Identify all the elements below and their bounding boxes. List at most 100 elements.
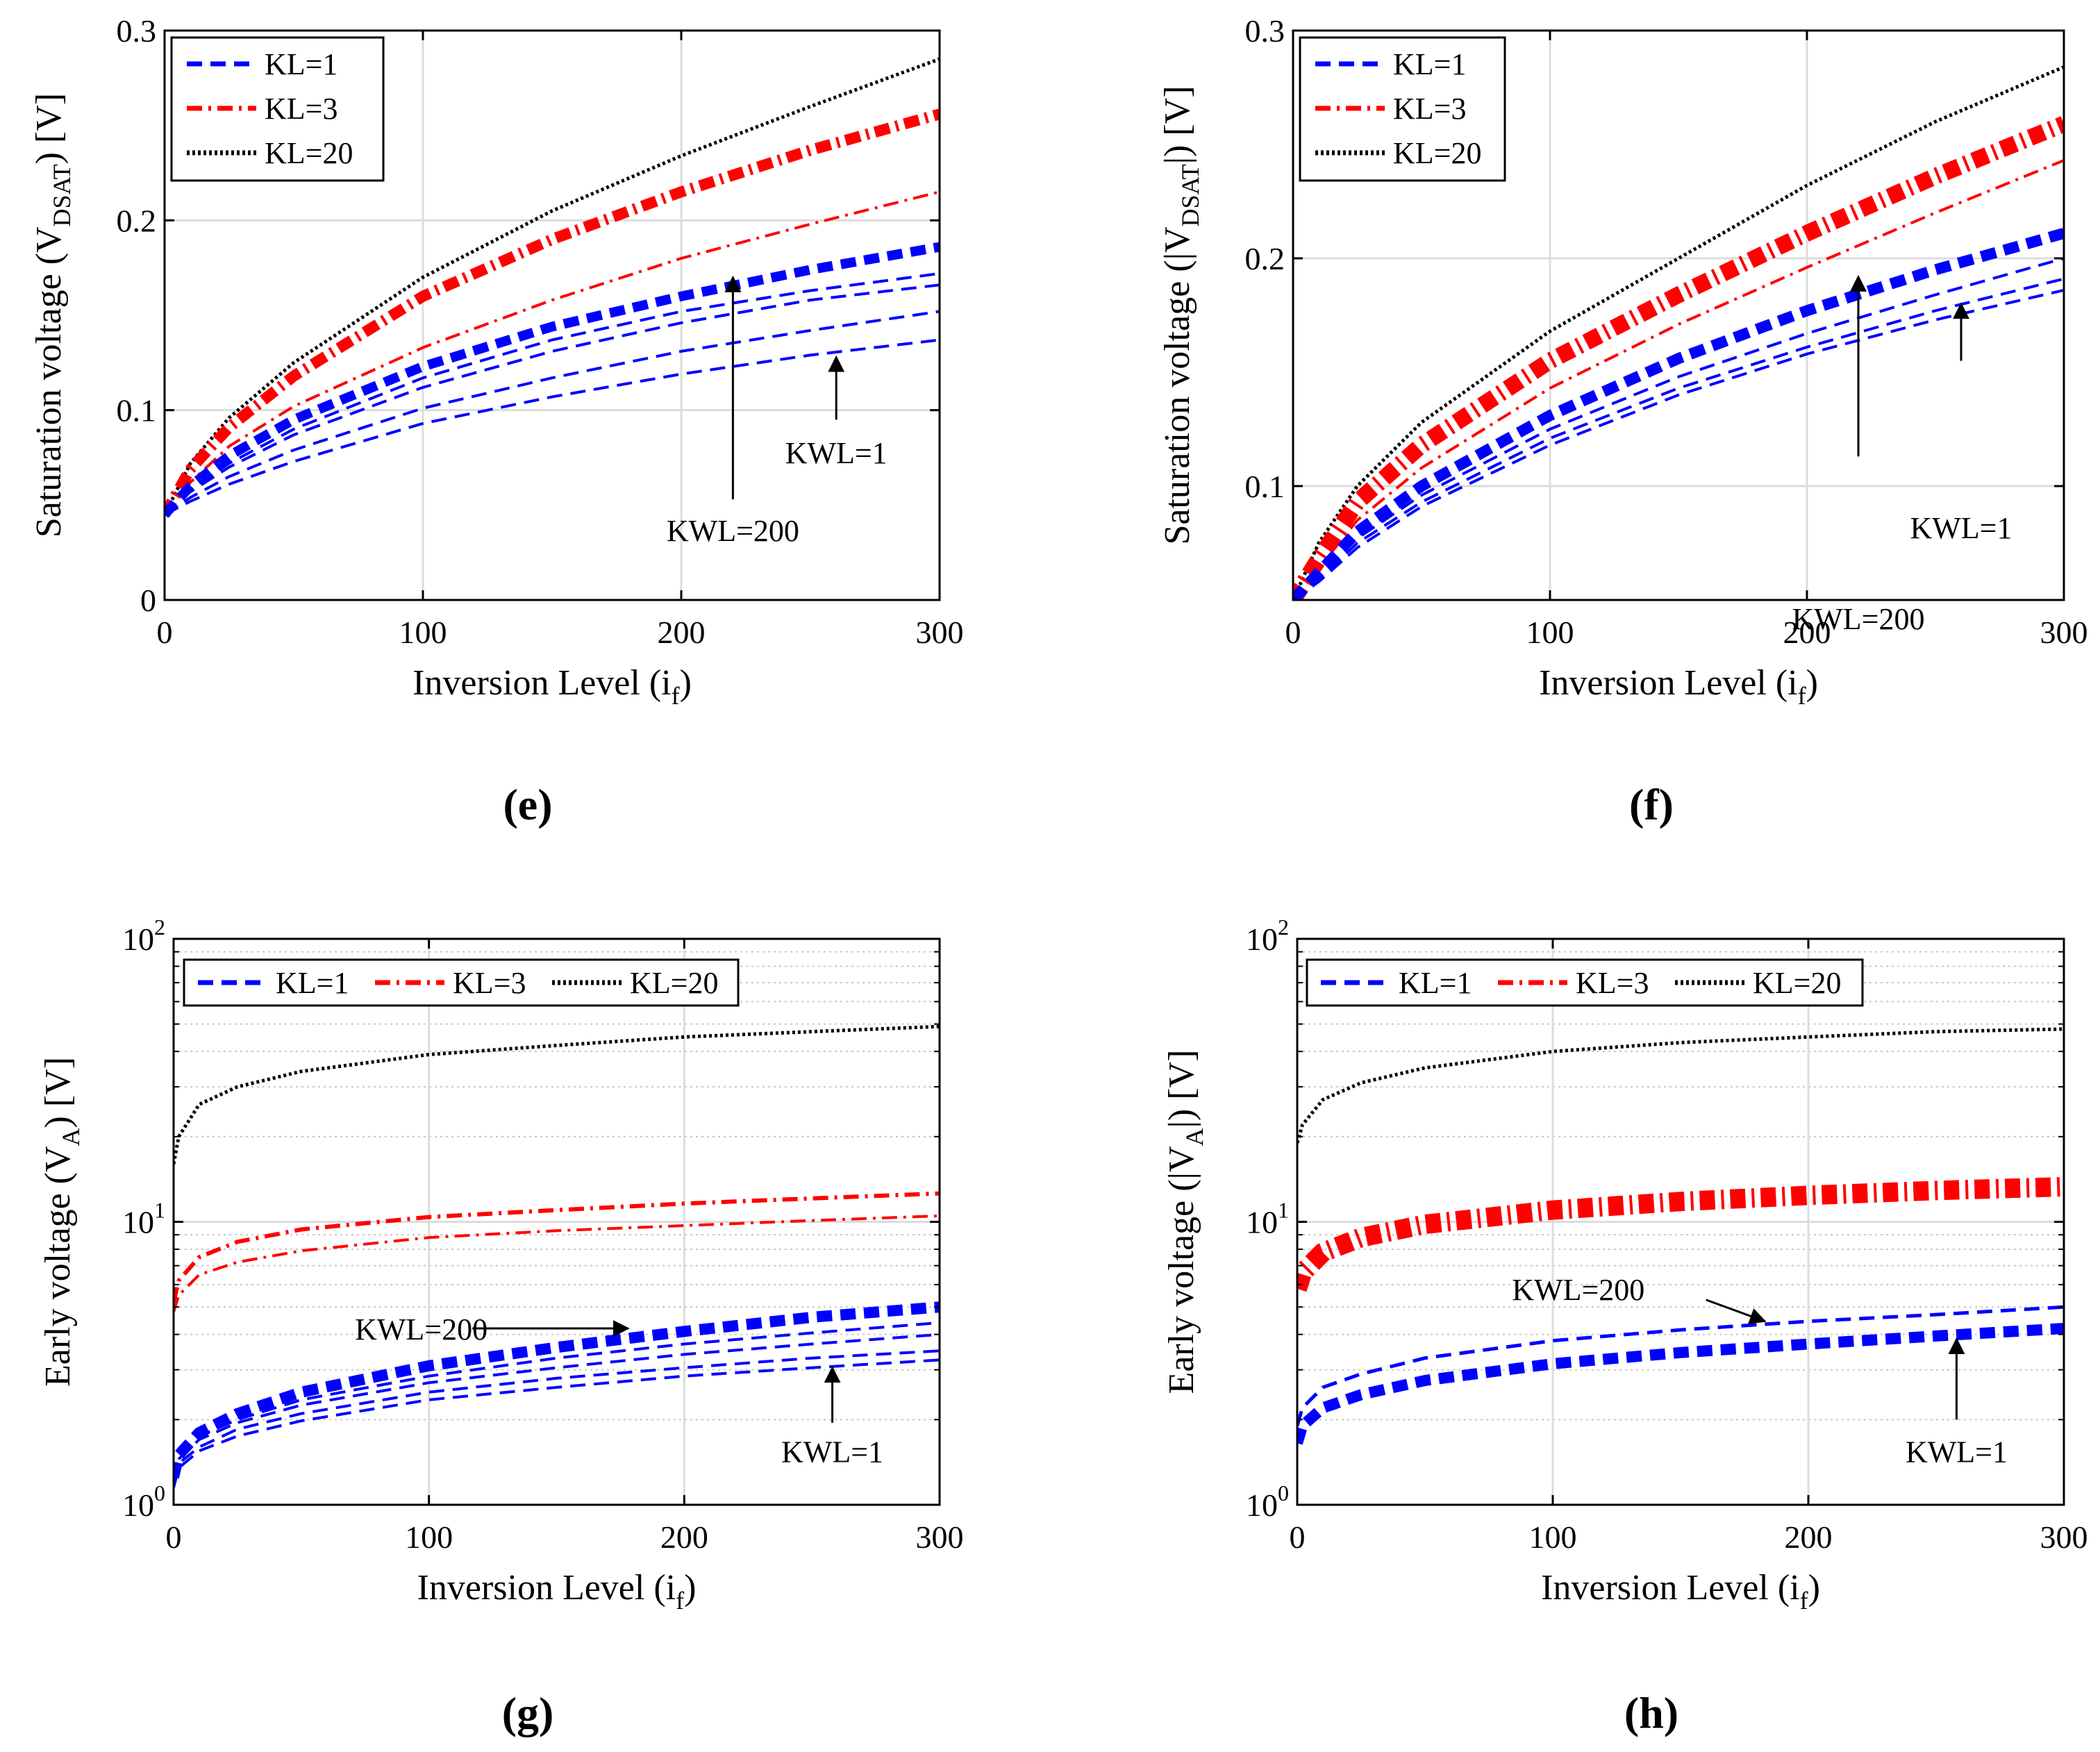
- y-tick-label: 0.2: [1245, 241, 1285, 276]
- series-line-kl3: [1297, 1177, 2064, 1292]
- y-tick-label: 0.3: [1245, 13, 1285, 49]
- legend: KL=1 KL=3 KL=20: [1306, 958, 1864, 1007]
- x-tick-label: 100: [1526, 615, 1574, 650]
- y-tick-label: 102: [1246, 915, 1289, 957]
- series-line-kl1: [165, 283, 940, 516]
- x-axis-label: Inversion Level (if): [417, 1568, 697, 1615]
- y-axis-label: Saturation voltage (VDSAT) [V]: [29, 93, 76, 537]
- y-tick-label: 101: [122, 1198, 165, 1240]
- annotation-label: KWL=1: [781, 1435, 883, 1469]
- series-line-kl20: [174, 1024, 940, 1165]
- legend-label: KL=1: [265, 47, 338, 81]
- y-axis-label: Early voltage (VA) [V]: [38, 1057, 85, 1387]
- legend-box: [183, 958, 740, 1007]
- legend-label: KL=3: [1576, 966, 1649, 1000]
- y-tick-label: 100: [1246, 1480, 1289, 1523]
- legend-label: KL=1: [1399, 966, 1472, 1000]
- annotation-label: KWL=1: [785, 436, 888, 470]
- panel-caption-g: (g): [502, 1688, 554, 1737]
- series-line-kl1: [174, 1358, 940, 1488]
- x-tick-label: 200: [1785, 1519, 1833, 1555]
- y-tick-label: 100: [122, 1480, 165, 1523]
- panel-e: 0 100 200 300 0 0.1 0.2 0.3 Inversion Level (if)…: [29, 13, 964, 710]
- x-tick-label: 200: [658, 615, 706, 650]
- legend-box: [1299, 36, 1506, 182]
- panel-caption-h: (h): [1624, 1688, 1678, 1737]
- legend-box: [170, 36, 385, 182]
- axes-frame: [163, 29, 941, 601]
- x-tick-label: 100: [405, 1519, 453, 1555]
- legend-label: KL=20: [630, 966, 718, 1000]
- legend-label: KL=20: [265, 136, 353, 170]
- legend: KL=1 KL=3 KL=20: [183, 958, 740, 1007]
- x-tick-label: 0: [1285, 615, 1301, 650]
- x-tick-label: 300: [916, 615, 964, 650]
- y-axis-label: Early voltage (|VA|) [V]: [1162, 1050, 1208, 1394]
- y-tick-label: 0.1: [117, 393, 157, 428]
- series-line-kl3: [1293, 116, 2064, 600]
- series-line-kl20: [165, 57, 940, 516]
- legend-label: KL=20: [1393, 136, 1481, 170]
- x-tick-label: 300: [916, 1519, 964, 1555]
- legend-label: KL=3: [453, 966, 526, 1000]
- y-tick-label: 0.2: [117, 203, 157, 238]
- x-tick-label: 300: [2040, 615, 2088, 650]
- x-axis-label: Inversion Level (if): [1541, 1568, 1820, 1615]
- legend-label: KL=20: [1753, 966, 1841, 1000]
- series-group: [174, 1024, 940, 1488]
- series-line-kl1: [1293, 277, 2064, 600]
- series-line-kl3: [174, 1191, 940, 1303]
- series-line-kl20: [1293, 65, 2064, 600]
- y-tick-label: 0.1: [1245, 469, 1285, 504]
- annotation-label: KWL=200: [1512, 1273, 1644, 1307]
- annotation-label: KWL=1: [1910, 511, 2012, 545]
- annotation-label: KWL=1: [1906, 1435, 2008, 1469]
- x-axis-label: Inversion Level (if): [1539, 663, 1818, 710]
- series-line-kl1: [1293, 228, 2064, 600]
- legend-label: KL=1: [276, 966, 349, 1000]
- series-line-kl20: [1297, 1027, 2064, 1144]
- x-tick-label: 100: [1529, 1519, 1577, 1555]
- x-axis-label: Inversion Level (if): [412, 663, 692, 710]
- annotation-label: KWL=200: [355, 1312, 488, 1346]
- series-line-kl1: [1293, 288, 2064, 600]
- x-tick-label: 0: [1290, 1519, 1306, 1555]
- x-tick-label: 300: [2040, 1519, 2088, 1555]
- y-axis-label: Saturation voltage (|VDSAT|) [V]: [1158, 85, 1204, 544]
- series-group: [165, 57, 940, 518]
- y-tick-label: 0.3: [117, 13, 157, 49]
- series-line-kl1: [174, 1321, 940, 1478]
- annotation-label: KWL=200: [1792, 602, 1925, 636]
- y-tick-label: 0: [140, 583, 156, 618]
- annotation-arrow: [1706, 1299, 1767, 1324]
- y-tick-label: 102: [122, 915, 165, 957]
- series-line-kl1: [165, 242, 940, 518]
- y-tick-label: 101: [1246, 1198, 1289, 1240]
- series-group: [1297, 1027, 2064, 1445]
- panel-caption-e: (e): [503, 780, 552, 829]
- series-line-kl1: [165, 338, 940, 516]
- series-line-kl3: [165, 190, 940, 516]
- annotation-label: KWL=200: [667, 514, 799, 548]
- series-line-kl1: [1297, 1305, 2064, 1427]
- x-tick-label: 200: [660, 1519, 708, 1555]
- legend-label: KL=1: [1393, 47, 1466, 81]
- series-group: [1293, 65, 2064, 600]
- axes-frame: [1292, 29, 2065, 601]
- legend: KL=1 KL=3 KL=20: [170, 36, 385, 182]
- series-line-kl3: [165, 108, 940, 517]
- series-line-kl1: [1297, 1323, 2064, 1445]
- series-line-kl1: [1293, 257, 2064, 600]
- series-line-kl1: [174, 1333, 940, 1483]
- series-line-kl1: [165, 272, 940, 516]
- x-tick-label: 0: [166, 1519, 182, 1555]
- x-tick-label: 0: [157, 615, 173, 650]
- x-tick-label: 100: [399, 615, 447, 650]
- panel-f: 0 100 200 300 0.1 0.2 0.3 Inversion Level (if) S…: [1158, 13, 2088, 710]
- legend: KL=1 KL=3 KL=20: [1299, 36, 1506, 182]
- panel-caption-f: (f): [1629, 780, 1674, 829]
- series-line-kl3: [174, 1214, 940, 1312]
